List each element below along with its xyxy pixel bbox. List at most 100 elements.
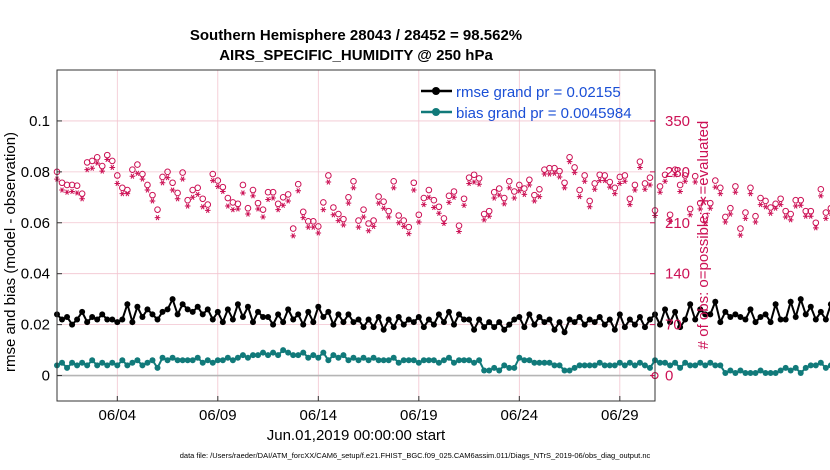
obs-evaluated-marker bbox=[441, 220, 447, 227]
obs-evaluated-marker bbox=[69, 188, 75, 195]
obs-possible-marker bbox=[591, 180, 598, 187]
bias-point bbox=[657, 359, 664, 366]
obs-evaluated-marker bbox=[295, 188, 302, 194]
obs-possible-marker bbox=[737, 225, 744, 232]
obs-evaluated-marker bbox=[682, 178, 688, 184]
obs-evaluated-marker bbox=[385, 214, 392, 220]
rmse-point bbox=[134, 303, 141, 310]
bias-point bbox=[717, 362, 724, 369]
rmse-point bbox=[667, 319, 674, 326]
obs-evaluated-marker bbox=[315, 230, 322, 236]
rmse-point bbox=[456, 311, 463, 318]
bias-point bbox=[94, 362, 101, 369]
obs-evaluated-marker bbox=[64, 189, 70, 195]
rmse-point bbox=[561, 329, 568, 336]
obs-evaluated-marker bbox=[802, 213, 809, 219]
rmse-point bbox=[315, 303, 322, 310]
obs-possible-marker bbox=[320, 199, 327, 206]
obs-possible-marker bbox=[154, 206, 161, 213]
bias-point bbox=[239, 352, 246, 359]
bias-point bbox=[812, 362, 819, 369]
obs-evaluated-marker bbox=[456, 228, 462, 235]
x-tick-label: 06/14 bbox=[300, 407, 338, 424]
obs-possible-marker bbox=[395, 212, 403, 219]
obs-evaluated-marker bbox=[426, 194, 432, 200]
bias-point bbox=[234, 354, 241, 361]
obs-evaluated-marker bbox=[807, 213, 814, 219]
obs-possible-marker bbox=[485, 207, 493, 215]
bias-point bbox=[255, 352, 262, 359]
rmse-point bbox=[466, 316, 473, 323]
bias-point bbox=[425, 357, 432, 364]
rmse-point bbox=[204, 306, 211, 313]
obs-possible-marker bbox=[706, 199, 714, 207]
obs-possible-marker bbox=[164, 168, 171, 176]
obs-evaluated-marker bbox=[622, 178, 628, 184]
rmse-point bbox=[445, 308, 452, 315]
obs-possible-marker bbox=[139, 170, 146, 178]
obs-possible-marker bbox=[254, 199, 262, 207]
bias-point bbox=[682, 359, 689, 366]
bias-point bbox=[445, 354, 452, 361]
obs-possible-marker bbox=[490, 188, 498, 196]
rmse-point bbox=[380, 326, 387, 333]
bias-point bbox=[516, 354, 523, 361]
y-tick-label-left: 0.02 bbox=[21, 317, 50, 334]
rmse-point bbox=[501, 326, 508, 333]
obs-possible-marker bbox=[641, 180, 649, 187]
obs-evaluated-marker bbox=[230, 206, 236, 213]
obs-evaluated-marker bbox=[245, 211, 251, 217]
bias-point bbox=[139, 362, 146, 369]
obs-possible-marker bbox=[365, 220, 372, 227]
rmse-point bbox=[214, 308, 221, 315]
rmse-point bbox=[305, 308, 312, 315]
rmse-point bbox=[616, 311, 623, 318]
bias-point bbox=[310, 352, 317, 359]
obs-evaluated-marker bbox=[732, 189, 739, 195]
y-tick-label-left: 0.08 bbox=[21, 164, 50, 181]
obs-possible-marker bbox=[475, 175, 483, 182]
obs-evaluated-marker bbox=[521, 191, 528, 198]
bias-point bbox=[395, 359, 402, 366]
obs-possible-marker bbox=[556, 167, 563, 175]
bias-point bbox=[295, 352, 302, 359]
rmse-point bbox=[290, 316, 297, 323]
obs-possible-marker bbox=[380, 198, 387, 205]
obs-evaluated-marker bbox=[345, 200, 352, 206]
rmse-point bbox=[199, 311, 206, 318]
rmse-point bbox=[209, 316, 216, 323]
bias-point bbox=[154, 364, 161, 371]
obs-possible-marker bbox=[63, 181, 71, 189]
obs-evaluated-marker bbox=[767, 210, 774, 216]
bias-point bbox=[586, 362, 593, 369]
obs-possible-marker bbox=[204, 201, 212, 208]
obs-evaluated-marker bbox=[501, 201, 508, 207]
obs-possible-marker bbox=[420, 194, 428, 202]
bias-point bbox=[244, 354, 251, 361]
rmse-point bbox=[476, 316, 483, 323]
bias-point bbox=[194, 354, 201, 361]
obs-evaluated-marker bbox=[380, 205, 387, 211]
obs-possible-marker bbox=[345, 194, 352, 201]
bias-point bbox=[114, 362, 121, 369]
obs-possible-marker bbox=[410, 179, 418, 187]
obs-evaluated-marker bbox=[340, 222, 347, 228]
rmse-point bbox=[260, 313, 267, 320]
rmse-point bbox=[104, 316, 111, 323]
obs-evaluated-marker bbox=[189, 194, 196, 200]
obs-possible-marker bbox=[727, 204, 734, 212]
bias-point bbox=[104, 362, 111, 369]
obs-evaluated-marker bbox=[119, 190, 126, 197]
obs-evaluated-marker bbox=[476, 181, 482, 187]
bias-point bbox=[646, 364, 653, 371]
obs-possible-marker bbox=[732, 183, 739, 190]
obs-evaluated-marker bbox=[697, 206, 704, 212]
obs-possible-marker bbox=[681, 172, 689, 179]
bias-point bbox=[571, 364, 578, 371]
obs-evaluated-marker bbox=[576, 193, 583, 200]
obs-evaluated-marker bbox=[164, 174, 171, 181]
rmse-point bbox=[486, 319, 493, 326]
obs-possible-marker bbox=[581, 172, 588, 179]
obs-possible-marker bbox=[325, 172, 332, 179]
obs-evaluated-marker bbox=[511, 195, 518, 201]
